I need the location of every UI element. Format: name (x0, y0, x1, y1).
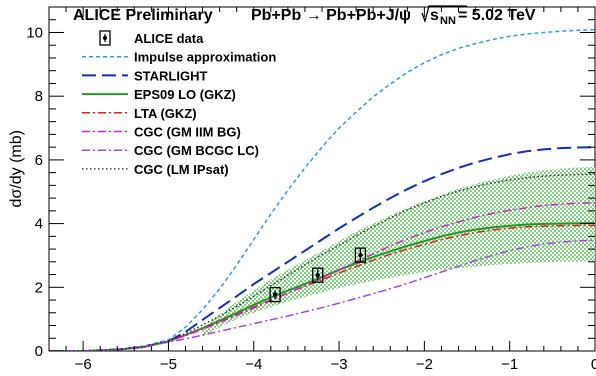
sqrt-sign (421, 5, 467, 24)
legend-label: ALICE data (134, 31, 204, 46)
x-tick-label: 0 (591, 356, 596, 373)
eps09-uncertainty-band (202, 166, 595, 337)
legend-marker (99, 30, 111, 46)
legend: ALICE data Impulse approximation STARLIGHT… (82, 30, 276, 177)
y-tick-label: 8 (35, 88, 43, 105)
legend-item: CGC (GM IIM BG) (82, 125, 241, 140)
band-layer (202, 166, 595, 337)
legend-label: CGC (LM IPsat) (134, 162, 229, 177)
legend-item: CGC (LM IPsat) (82, 162, 229, 177)
series-line-cgc-gm-bcgc-lc (49, 239, 595, 351)
legend-label: LTA (GKZ) (134, 106, 197, 121)
legend-label: CGC (GM IIM BG) (134, 125, 241, 140)
series-line-cgc-gm-iim-bg (49, 202, 595, 351)
y-tick-label: 10 (26, 24, 43, 41)
title-energy-subscript: NN (440, 15, 456, 27)
legend-label: EPS09 LO (GKZ) (134, 87, 236, 102)
x-tick-label: −2 (416, 356, 433, 373)
y-tick-label: 6 (35, 152, 43, 169)
legend-item: CGC (GM BCGC LC) (82, 143, 259, 158)
title-energy-value: = 5.02 TeV (458, 7, 536, 24)
series-layer (49, 28, 595, 351)
y-axis-label: dσ/dy (mb) (8, 130, 25, 207)
data-point (269, 286, 281, 303)
title-process: Pb+Pb → Pb+Pb+J/ψ (251, 7, 411, 24)
legend-label: Impulse approximation (134, 50, 276, 65)
legend-item: STARLIGHT (82, 68, 207, 83)
title-energy-s: s (430, 7, 439, 24)
chart-title: ALICE Preliminary Pb+Pb → Pb+Pb+J/ψ s NN… (73, 5, 536, 27)
legend-item: Impulse approximation (82, 50, 276, 65)
title-experiment: ALICE Preliminary (73, 7, 213, 24)
axis-layer: −6 −5 −4 −3 −2 −1 0 0 2 4 6 8 10 (26, 7, 596, 373)
legend-label: CGC (GM BCGC LC) (134, 143, 259, 158)
legend-item: LTA (GKZ) (82, 106, 197, 121)
legend-label: STARLIGHT (134, 68, 207, 83)
x-tick-label: −3 (331, 356, 348, 373)
x-tick-label: −4 (245, 356, 262, 373)
x-tick-label: −5 (160, 356, 177, 373)
x-tick-label: −6 (75, 356, 92, 373)
legend-item: ALICE data (99, 30, 204, 46)
y-tick-label: 4 (35, 216, 43, 233)
data-layer (269, 247, 367, 303)
legend-item: EPS09 LO (GKZ) (82, 87, 236, 102)
y-tick-label: 0 (35, 343, 43, 360)
y-tick-label: 2 (35, 279, 43, 296)
legend-marker-point (103, 36, 107, 40)
data-point (354, 247, 367, 263)
data-point (312, 267, 324, 283)
x-tick-label: −1 (501, 356, 518, 373)
